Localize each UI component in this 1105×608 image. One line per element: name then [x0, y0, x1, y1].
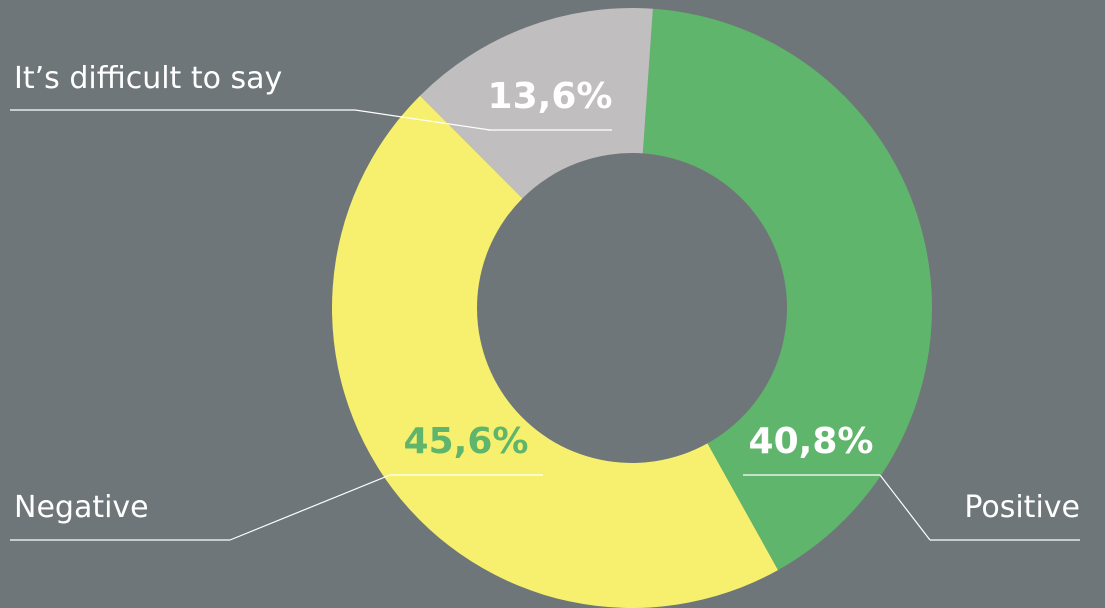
value-label: 13,6%	[488, 76, 613, 117]
value-label: 45,6%	[404, 421, 529, 462]
slice	[642, 8, 933, 571]
slice	[420, 8, 653, 199]
category-label: Positive	[964, 490, 1080, 525]
leader-line	[879, 474, 931, 541]
leader-line	[229, 474, 391, 541]
slice	[332, 95, 778, 608]
leader-line	[354, 109, 491, 131]
value-label: 40,8%	[749, 421, 874, 462]
category-label: Negative	[14, 490, 149, 525]
category-label: It’s difficult to say	[14, 61, 282, 96]
